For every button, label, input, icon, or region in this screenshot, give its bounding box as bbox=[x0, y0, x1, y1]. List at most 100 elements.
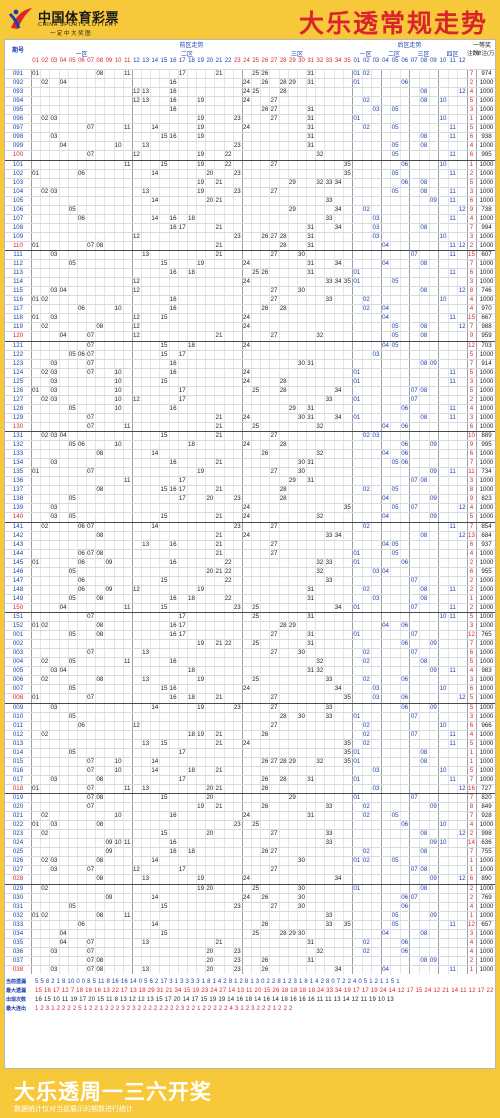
front-ball: 18 bbox=[188, 269, 195, 277]
issue-number: 127 bbox=[12, 395, 24, 403]
statistics-block: 当前遗漏 5 5 8 2 1 8 10 0 0 8 5 11 8 16 16 14… bbox=[5, 978, 495, 1018]
front-ball: 09 bbox=[105, 839, 113, 847]
front-ball: 31 bbox=[307, 585, 315, 593]
prize-count: 15 bbox=[468, 314, 475, 322]
back-ball: 11 bbox=[449, 404, 456, 412]
front-ball: 08 bbox=[96, 622, 104, 630]
prize-count-header: 注数 bbox=[467, 51, 479, 57]
front-ball: 02 bbox=[41, 432, 49, 439]
issue-number: 020 bbox=[12, 803, 24, 811]
back-ball: 08 bbox=[420, 757, 428, 765]
row-separator bbox=[5, 195, 495, 197]
back-area-header: 后区走势 bbox=[397, 43, 422, 49]
front-ball: 13 bbox=[142, 187, 150, 195]
front-ball: 03 bbox=[50, 386, 58, 394]
front-ball: 21 bbox=[215, 694, 223, 702]
back-ball: 06 bbox=[401, 79, 409, 87]
issue-number: 004 bbox=[12, 658, 24, 666]
prize-count: 6 bbox=[469, 450, 474, 458]
issue-number: 113 bbox=[13, 269, 23, 277]
front-ball: 20 bbox=[206, 794, 214, 801]
front-number-header: 04 bbox=[59, 58, 67, 64]
row-separator bbox=[5, 259, 495, 261]
prize-count: 6 bbox=[469, 133, 474, 141]
row-separator bbox=[5, 295, 495, 297]
front-ball: 03 bbox=[50, 359, 58, 367]
front-ball: 11 bbox=[124, 603, 131, 611]
front-ball: 10 bbox=[114, 368, 122, 376]
front-ball: 16 bbox=[169, 848, 177, 856]
prize-count: 5 bbox=[469, 613, 474, 620]
trend-table: 期号 前区走势 后区走势 一等奖 一区 二区 三区 一区 二区 三区 四区 注数… bbox=[4, 39, 496, 1069]
front-ball: 05 bbox=[68, 513, 76, 521]
front-ball: 12 bbox=[132, 97, 140, 105]
back-number-header: 12 bbox=[458, 58, 466, 64]
front-number-header: 07 bbox=[87, 58, 94, 64]
prize-amount: 1000 bbox=[479, 613, 494, 620]
prize-count: 3 bbox=[469, 377, 474, 385]
row-separator bbox=[5, 503, 495, 505]
back-ball: 07 bbox=[410, 603, 418, 611]
row-separator bbox=[5, 584, 495, 586]
footer-note: 数据统计仅对当前展示的期数进行统计 bbox=[14, 1106, 133, 1113]
prize-count: 3 bbox=[469, 929, 474, 937]
front-ball: 23 bbox=[233, 495, 241, 503]
prize-amount: 1000 bbox=[479, 748, 494, 756]
table-row: 027 03 07 12 17 27 07 08 1 1000 bbox=[5, 865, 495, 874]
front-ball: 23 bbox=[233, 142, 241, 150]
table-row: 107 06 14 16 18 33 03 11 4 1000 bbox=[5, 214, 495, 223]
front-ball: 15 bbox=[160, 685, 168, 693]
front-number-header: 23 bbox=[233, 58, 241, 64]
issue-number: 008 bbox=[12, 694, 24, 702]
prize-amount: 914 bbox=[481, 359, 492, 367]
front-ball: 05 bbox=[68, 260, 76, 268]
table-row: 129 07 21 24 30 31 34 01 08 11 3 1000 bbox=[5, 413, 495, 422]
front-ball: 24 bbox=[243, 531, 250, 539]
issue-number: 142 bbox=[12, 531, 24, 539]
front-ball: 31 bbox=[307, 115, 315, 123]
table-row: 105 14 20 21 33 09 11 6 1000 bbox=[5, 196, 495, 205]
row-separator bbox=[5, 485, 495, 487]
back-ball: 11 bbox=[449, 269, 456, 277]
back-ball: 02 bbox=[362, 938, 370, 946]
issue-number: 015 bbox=[12, 757, 24, 765]
back-ball: 06 bbox=[401, 622, 409, 630]
prize-count: 4 bbox=[469, 938, 474, 946]
front-ball: 16 bbox=[169, 269, 177, 277]
prize-count: 1 bbox=[469, 866, 474, 874]
front-ball: 21 bbox=[215, 432, 223, 439]
front-number-header: 12 bbox=[133, 58, 140, 64]
front-ball: 27 bbox=[270, 232, 278, 240]
front-ball: 01 bbox=[32, 558, 40, 566]
front-ball: 31 bbox=[307, 79, 315, 87]
front-ball: 20 bbox=[206, 567, 214, 575]
table-row: 115 03 04 12 27 30 08 12 8 746 bbox=[5, 286, 495, 295]
trend-grid: 091 01 08 11 17 21 25 26 31 01 02 7 974 092 02 04 16 24 26… bbox=[5, 69, 495, 974]
front-ball: 33 bbox=[325, 178, 333, 186]
prize-amount: 1000 bbox=[479, 350, 494, 358]
prize-count: 7 bbox=[469, 848, 474, 856]
back-ball: 12 bbox=[458, 504, 466, 512]
table-row: 094 12 13 16 19 24 27 02 08 10 5 1000 bbox=[5, 96, 495, 105]
front-ball: 29 bbox=[288, 794, 296, 801]
issue-number: 147 bbox=[12, 576, 24, 584]
front-ball: 22 bbox=[224, 160, 232, 168]
prize-count: 6 bbox=[469, 151, 474, 159]
front-ball: 02 bbox=[41, 884, 49, 892]
prize-count: 1 bbox=[469, 748, 474, 756]
front-ball: 31 bbox=[307, 241, 315, 249]
front-ball: 31 bbox=[307, 404, 315, 412]
table-row: 028 08 13 19 24 34 09 12 6 890 bbox=[5, 874, 495, 883]
row-separator bbox=[5, 141, 495, 143]
front-ball: 28 bbox=[279, 305, 287, 313]
front-ball: 13 bbox=[142, 965, 150, 973]
front-ball: 16 bbox=[169, 594, 177, 602]
back-ball: 06 bbox=[401, 703, 409, 711]
front-ball: 24 bbox=[243, 377, 250, 385]
front-ball: 26 bbox=[261, 965, 269, 973]
number-header-row: 01 02 03 04 05 06 07 08 09 10 11 12 13 14 15 16 17 18 19 20… bbox=[5, 58, 495, 68]
back-ball: 02 bbox=[362, 676, 370, 684]
front-ball: 02 bbox=[41, 115, 49, 123]
front-ball: 27 bbox=[270, 830, 278, 838]
front-ball: 01 bbox=[32, 911, 40, 919]
